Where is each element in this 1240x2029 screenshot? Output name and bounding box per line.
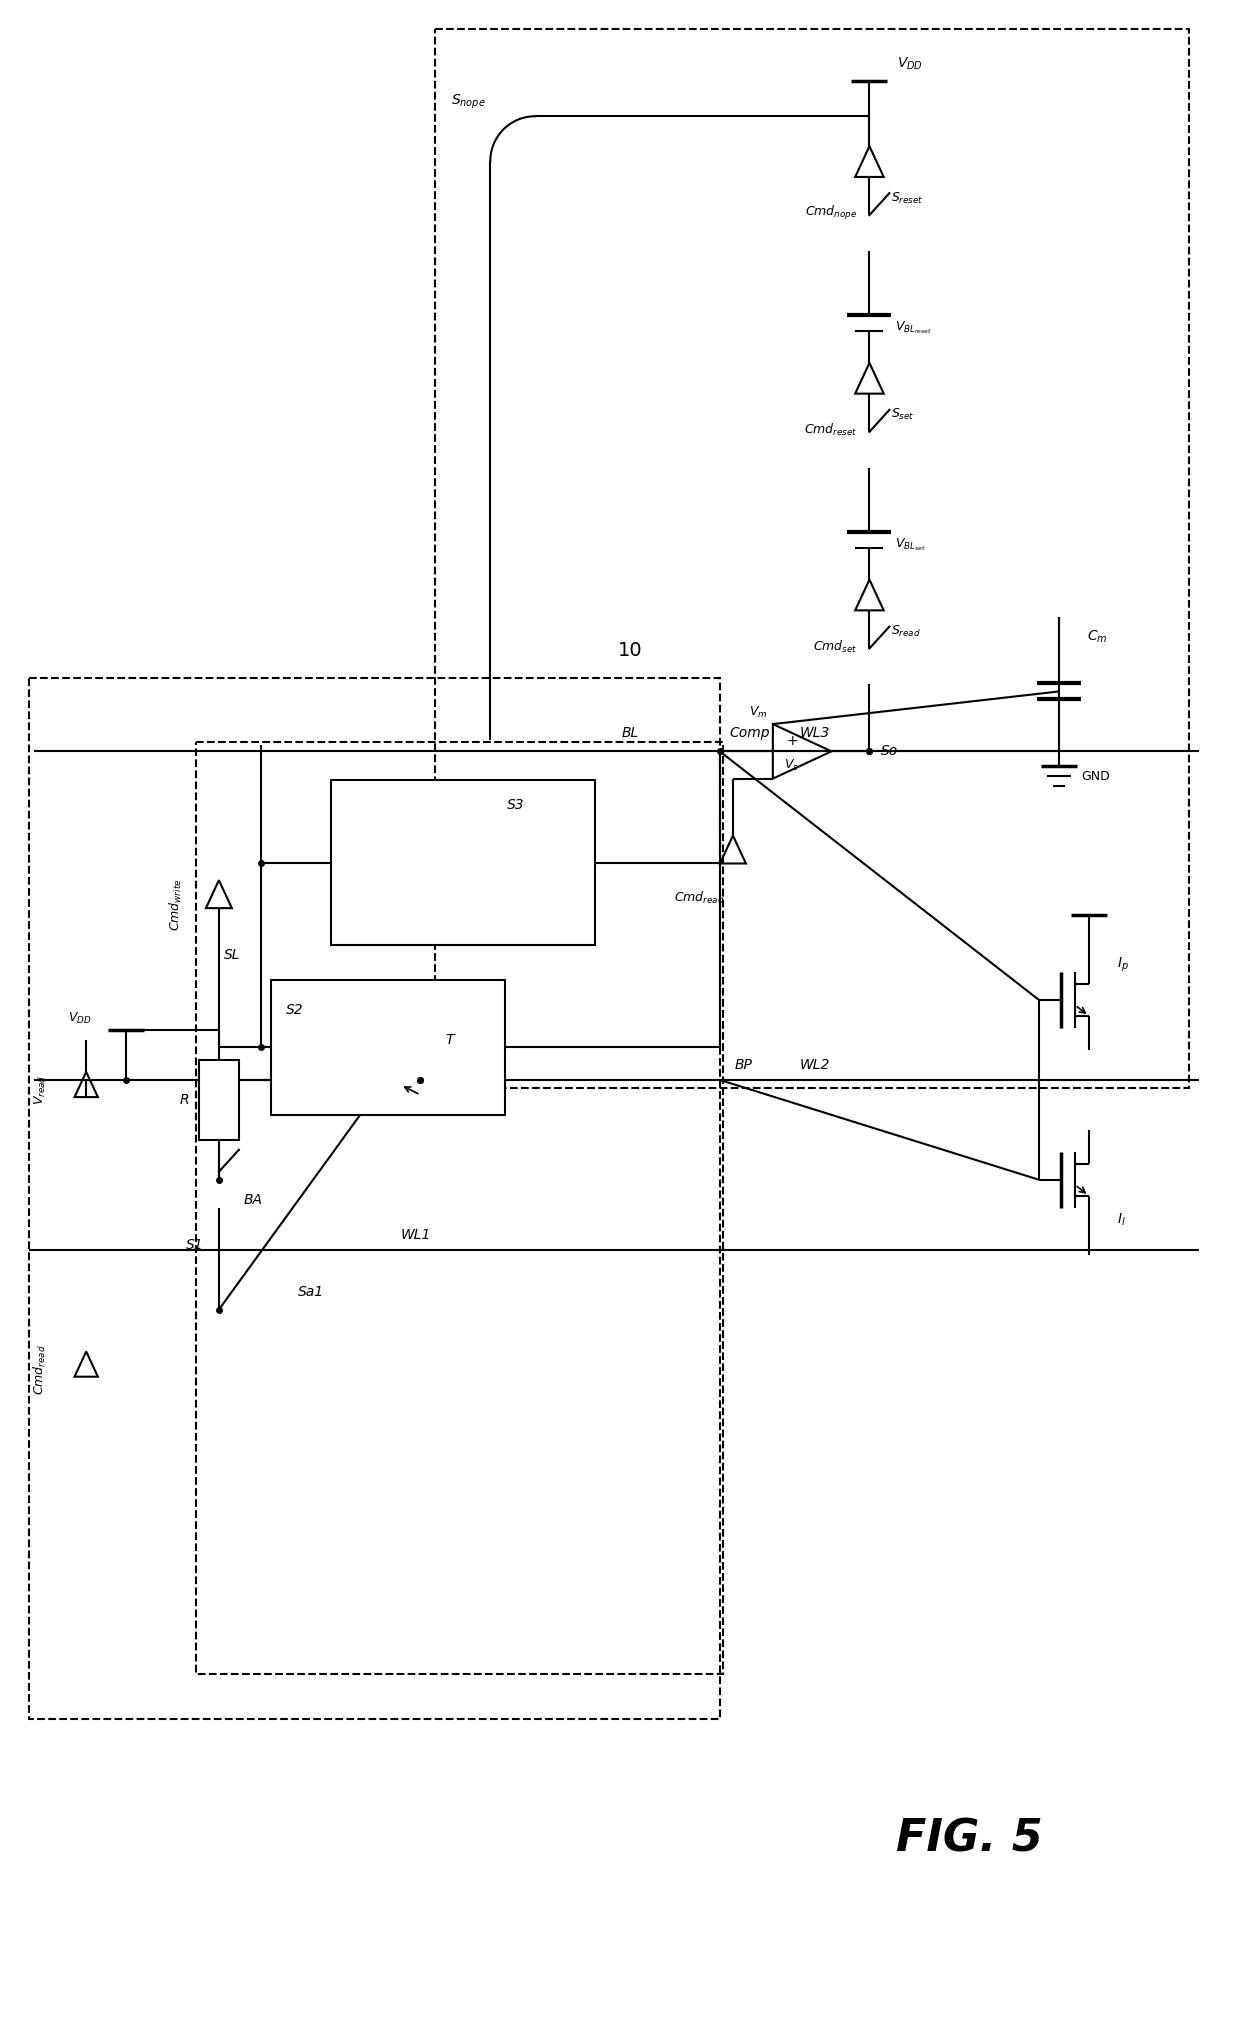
Text: $S_{set}$: $S_{set}$ [892, 408, 915, 422]
Bar [435, 28, 1189, 1088]
Text: $+$: $+$ [786, 734, 797, 749]
Bar [331, 781, 595, 946]
Text: $C_m$: $C_m$ [1087, 629, 1107, 645]
Text: BA: BA [244, 1193, 263, 1207]
Text: S1: S1 [186, 1238, 203, 1252]
Text: $Cmd_{read}$: $Cmd_{read}$ [675, 889, 725, 905]
Text: $I_p$: $I_p$ [1117, 956, 1128, 974]
Bar [270, 980, 505, 1114]
Text: $Cmd_{write}$: $Cmd_{write}$ [167, 879, 184, 931]
Text: WL2: WL2 [800, 1057, 830, 1071]
Text: WL3: WL3 [800, 726, 830, 741]
Text: Sa1: Sa1 [298, 1284, 324, 1299]
Text: GND: GND [1081, 769, 1110, 783]
Text: FIG. 5: FIG. 5 [895, 1818, 1043, 1861]
Bar [198, 1059, 239, 1140]
Text: $V_{DD}$: $V_{DD}$ [68, 1010, 92, 1025]
Text: Comp: Comp [730, 726, 770, 741]
Text: $Cmd_{read}$: $Cmd_{read}$ [32, 1343, 48, 1394]
Text: S3: S3 [507, 797, 525, 812]
Text: $S_{read}$: $S_{read}$ [892, 625, 921, 639]
Text: $Cmd_{reset}$: $Cmd_{reset}$ [804, 422, 858, 438]
Text: WL1: WL1 [401, 1228, 430, 1242]
Text: R: R [180, 1094, 188, 1108]
Text: BP: BP [735, 1057, 753, 1071]
Text: BL: BL [621, 726, 639, 741]
Text: So: So [882, 745, 899, 759]
Text: SL: SL [224, 948, 241, 962]
Bar [30, 678, 719, 1719]
Text: $V_m$: $V_m$ [749, 704, 768, 720]
Text: $I_l$: $I_l$ [1117, 1211, 1126, 1228]
Text: $Cmd_{nope}$: $Cmd_{nope}$ [805, 205, 858, 221]
Text: $V_{read}$: $V_{read}$ [33, 1075, 48, 1106]
Text: $V_{BL_{set}}$: $V_{BL_{set}}$ [895, 536, 926, 554]
Text: T: T [445, 1033, 454, 1047]
Text: 10: 10 [618, 641, 642, 659]
Text: $S_{reset}$: $S_{reset}$ [892, 191, 924, 205]
Text: $Cmd_{set}$: $Cmd_{set}$ [813, 639, 858, 655]
Bar [196, 743, 723, 1674]
Text: $V_{BL_{reset}}$: $V_{BL_{reset}}$ [895, 321, 932, 337]
Text: $S_{nope}$: $S_{nope}$ [451, 93, 486, 112]
Text: S2: S2 [285, 1002, 304, 1017]
Text: $V_s$: $V_s$ [784, 757, 799, 773]
Text: $V_{DD}$: $V_{DD}$ [898, 55, 924, 71]
